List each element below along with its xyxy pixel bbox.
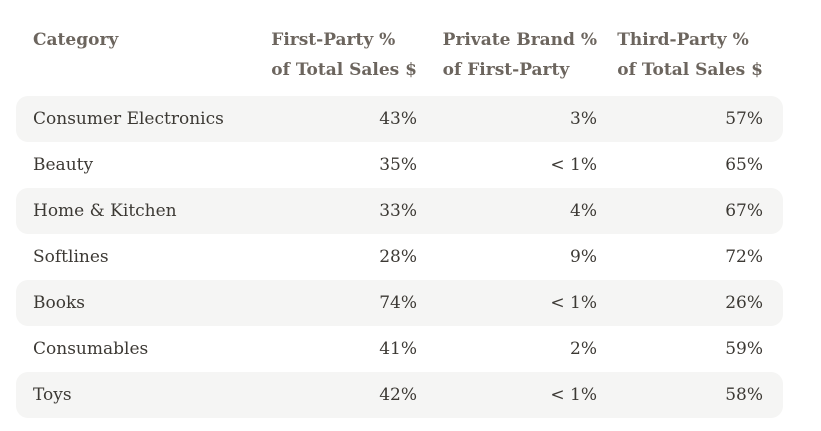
table-body: Consumer Electronics 43% 3% 57% Beauty 3… <box>16 96 783 418</box>
column-header-label: of Total Sales $ <box>271 60 417 80</box>
table-row: Consumables 41% 2% 59% <box>16 326 783 372</box>
first-party-percent-cell: 42% <box>379 385 417 405</box>
column-header-private-brand: Private Brand % of First-Party <box>417 25 597 85</box>
third-party-percent-cell: 65% <box>725 155 763 175</box>
category-cell: Softlines <box>33 247 109 267</box>
table-row: Books 74% < 1% 26% <box>16 280 783 326</box>
third-party-percent-cell: 67% <box>725 201 763 221</box>
table-row: Home & Kitchen 33% 4% 67% <box>16 188 783 234</box>
private-brand-percent-cell: 4% <box>570 201 597 221</box>
private-brand-percent-cell: < 1% <box>550 155 597 175</box>
table-row: Softlines 28% 9% 72% <box>16 234 783 280</box>
category-cell: Consumables <box>33 339 149 359</box>
category-sales-table: Category First-Party % of Total Sales $ … <box>16 25 783 418</box>
first-party-percent-cell: 74% <box>379 293 417 313</box>
third-party-percent-cell: 26% <box>725 293 763 313</box>
column-header-first-party: First-Party % of Total Sales $ <box>267 25 417 85</box>
category-cell: Books <box>33 293 85 313</box>
category-cell: Beauty <box>33 155 94 175</box>
column-header-third-party: Third-Party % of Total Sales $ <box>597 25 763 85</box>
first-party-percent-cell: 41% <box>379 339 417 359</box>
category-cell: Consumer Electronics <box>33 109 224 129</box>
private-brand-percent-cell: 9% <box>570 247 597 267</box>
third-party-percent-cell: 72% <box>725 247 763 267</box>
table-row: Consumer Electronics 43% 3% 57% <box>16 96 783 142</box>
third-party-percent-cell: 59% <box>725 339 763 359</box>
category-cell: Toys <box>33 385 72 405</box>
column-header-label: Category <box>33 30 119 50</box>
column-header-label: Third-Party % <box>617 30 749 50</box>
third-party-percent-cell: 57% <box>725 109 763 129</box>
private-brand-percent-cell: 3% <box>570 109 597 129</box>
first-party-percent-cell: 35% <box>379 155 417 175</box>
first-party-percent-cell: 28% <box>379 247 417 267</box>
category-cell: Home & Kitchen <box>33 201 177 221</box>
column-header-label: Private Brand % <box>442 30 597 50</box>
private-brand-percent-cell: < 1% <box>550 293 597 313</box>
first-party-percent-cell: 43% <box>379 109 417 129</box>
private-brand-percent-cell: 2% <box>570 339 597 359</box>
table-header-row: Category First-Party % of Total Sales $ … <box>16 25 783 85</box>
table-row: Toys 42% < 1% 58% <box>16 372 783 418</box>
private-brand-percent-cell: < 1% <box>550 385 597 405</box>
column-header-category: Category <box>33 25 267 85</box>
first-party-percent-cell: 33% <box>379 201 417 221</box>
third-party-percent-cell: 58% <box>725 385 763 405</box>
column-header-label: of First-Party <box>442 60 570 80</box>
column-header-label: First-Party % <box>271 30 396 50</box>
column-header-label: of Total Sales $ <box>617 60 763 80</box>
table-row: Beauty 35% < 1% 65% <box>16 142 783 188</box>
